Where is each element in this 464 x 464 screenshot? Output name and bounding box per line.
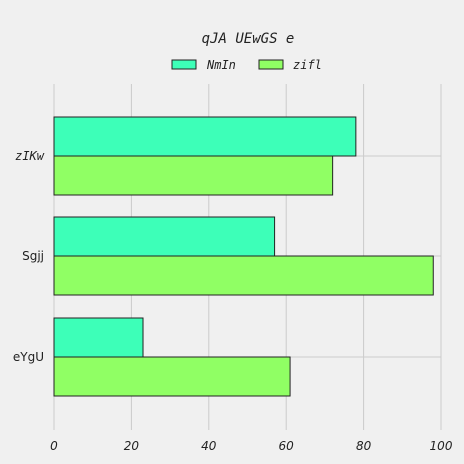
y-axis-ticks: zIKw Sgjj eYgU xyxy=(13,149,45,364)
y-tick-label-zikw: zIKw xyxy=(15,149,45,163)
bar-zifl-eygu xyxy=(53,356,291,397)
y-tick-label-eygu: eYgU xyxy=(13,350,44,364)
bar-zifl-zikw xyxy=(53,155,334,196)
bar-nmin-sgjj xyxy=(53,216,276,257)
legend-label-nmin: NmIn xyxy=(206,58,236,72)
x-tick-label-60: 60 xyxy=(279,439,295,453)
bar-nmin-zikw xyxy=(53,116,357,157)
bar-nmin-eygu xyxy=(53,317,144,358)
legend-swatch-zifl xyxy=(258,59,284,70)
bar-zifl-sgjj xyxy=(53,255,434,296)
x-tick-label-0: 0 xyxy=(50,439,58,453)
legend-label-zifl: zifl xyxy=(293,58,322,72)
x-axis-ticks: 0 20 40 60 80 100 xyxy=(50,439,453,453)
x-tick-label-40: 40 xyxy=(201,439,217,453)
y-tick-label-sgjj: Sgjj xyxy=(22,249,44,263)
legend: NmIn zifl xyxy=(171,58,322,72)
bars xyxy=(53,116,434,397)
chart-title: qJA UEwGS e xyxy=(202,31,295,47)
legend-swatch-nmin xyxy=(171,59,197,70)
x-tick-label-100: 100 xyxy=(430,439,453,453)
x-tick-label-80: 80 xyxy=(356,439,372,453)
x-tick-label-20: 20 xyxy=(124,439,140,453)
